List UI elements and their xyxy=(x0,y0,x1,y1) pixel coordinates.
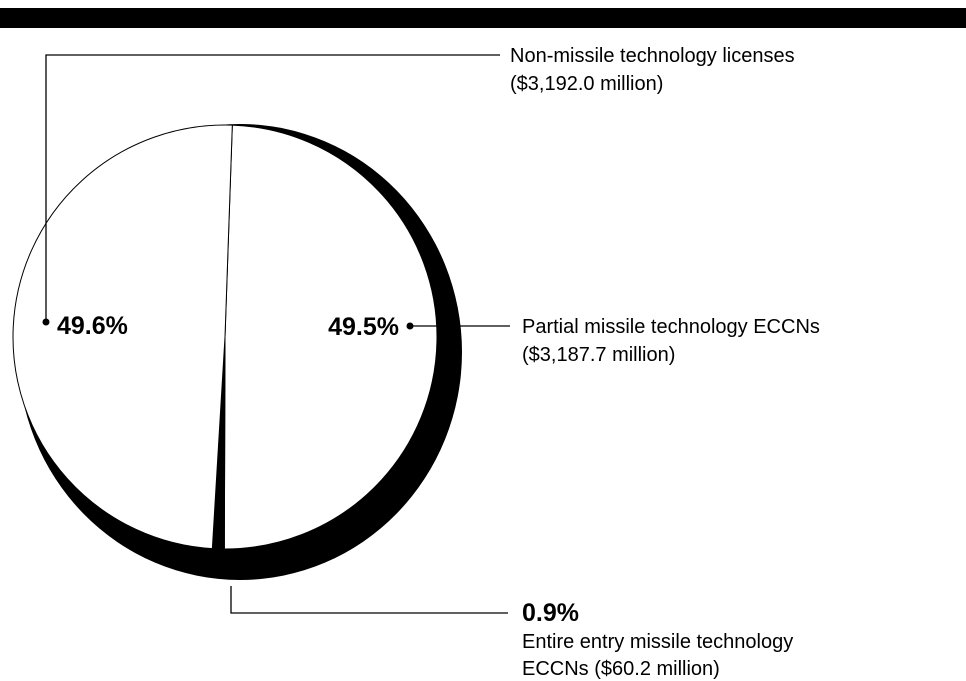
header-bar xyxy=(0,8,966,28)
leader-line-non-missile xyxy=(45,54,500,322)
slice-label-non-missile-line2: ($3,192.0 million) xyxy=(510,73,663,95)
slice-label-entire-entry-line2: ECCNs ($60.2 million) xyxy=(522,658,720,680)
slice-label-entire-entry-line1: Entire entry missile technology xyxy=(522,631,793,653)
slice-non-missile xyxy=(12,124,233,550)
slice-label-partial-missile-line1: Partial missile technology ECCNs xyxy=(522,316,820,338)
leader-dot-non-missile xyxy=(42,318,50,326)
leader-dot-partial-missile xyxy=(406,322,414,330)
slice-label-non-missile-line1: Non-missile technology licenses xyxy=(510,45,795,67)
slice-percent-entire-entry: 0.9% xyxy=(522,599,579,627)
slice-partial-missile xyxy=(223,124,438,550)
slice-label-partial-missile-line2: ($3,187.7 million) xyxy=(522,344,675,366)
slice-percent-non-missile: 49.6% xyxy=(57,312,128,340)
slice-percent-partial-missile: 49.5% xyxy=(328,313,399,341)
leader-line-entire-entry xyxy=(230,586,508,614)
pie-slices xyxy=(12,124,438,550)
